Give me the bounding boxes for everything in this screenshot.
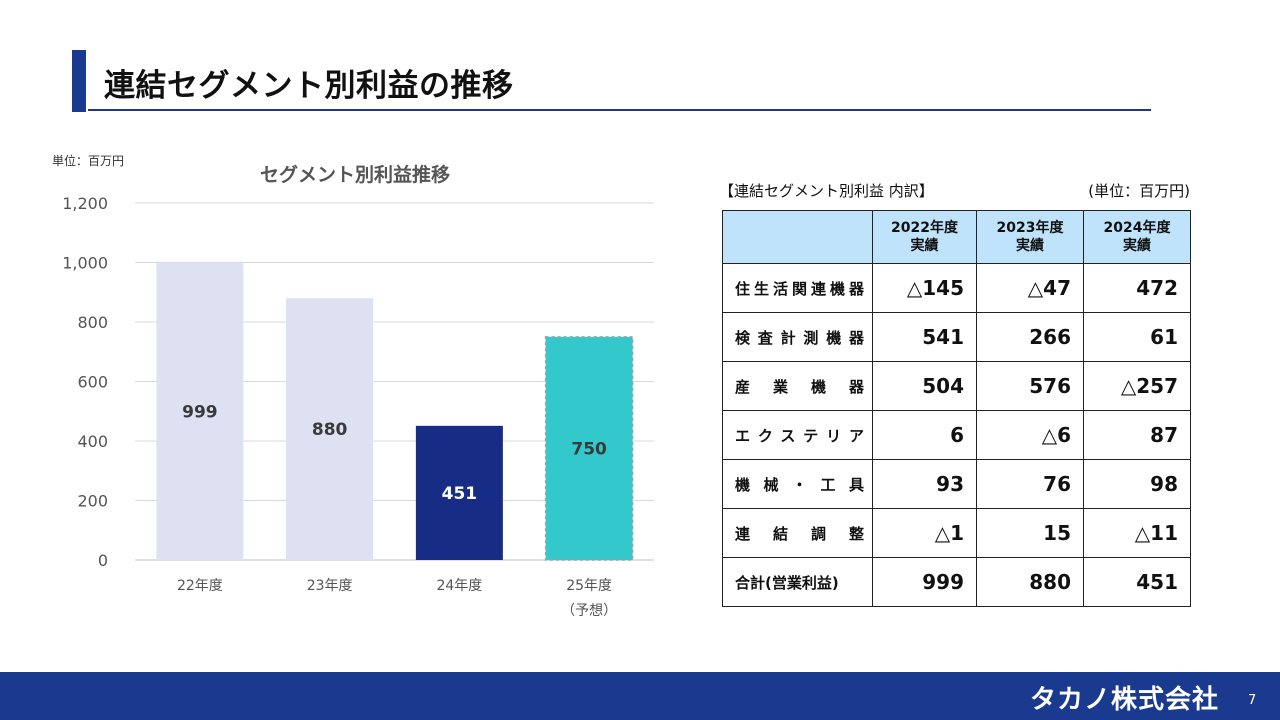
y-tick-label: 800 (77, 313, 108, 332)
y-tick-label: 200 (77, 492, 108, 511)
cell-value: 15 (976, 508, 1084, 558)
data-label: 451 (442, 484, 478, 504)
bar (415, 425, 503, 560)
cell-value: △1 (872, 508, 977, 558)
cell-value: △145 (872, 263, 977, 313)
title-underline (88, 109, 1151, 111)
cell-value: 61 (1083, 312, 1191, 362)
cell-value: △6 (976, 410, 1084, 460)
header-2024: 2024年度 実績 (1083, 210, 1191, 264)
page-number: 7 (1248, 693, 1257, 708)
header-blank (722, 210, 873, 264)
cell-value: 999 (872, 557, 977, 607)
cell-value: 880 (976, 557, 1084, 607)
cell-value: 266 (976, 312, 1084, 362)
x-tick-label: 24年度 (436, 578, 482, 594)
row-label: エクステリア (722, 410, 873, 460)
table-row: 連結調整 △1 15 △11 (722, 508, 1191, 558)
bar (544, 336, 634, 561)
bar (286, 298, 374, 560)
chart-unit-label: 単位：百万円 (52, 154, 125, 168)
x-tick-note: （予想） (561, 603, 617, 619)
cell-value: 6 (872, 410, 977, 460)
header-kind: 実績 (1016, 238, 1044, 254)
table-header-row: 2022年度 実績 2023年度 実績 2024年度 実績 (722, 210, 1191, 264)
table-row: 産業機器 504 576 △257 (722, 361, 1191, 411)
y-tick-label: 0 (98, 551, 108, 570)
table-row: 機械・工具 93 76 98 (722, 459, 1191, 509)
data-label: 999 (182, 402, 218, 422)
x-tick-label: 22年度 (177, 578, 223, 594)
header-kind: 実績 (1123, 238, 1151, 254)
bar (156, 262, 244, 560)
row-label: 連結調整 (722, 508, 873, 558)
cell-value: 98 (1083, 459, 1191, 509)
table-row-total: 合計(営業利益) 999 880 451 (722, 557, 1191, 607)
x-tick-label: 25年度 (566, 578, 612, 594)
header-year: 2023年度 (996, 220, 1064, 236)
cell-value: △257 (1083, 361, 1191, 411)
footer-bar (0, 672, 1280, 720)
page-title: 連結セグメント別利益の推移 (104, 68, 514, 104)
cell-value: 504 (872, 361, 977, 411)
segment-profit-bar-chart: 0 200 400 600 800 1,000 1,200 999 22年度 880 23年度 451… (62, 194, 654, 619)
cell-value: 93 (872, 459, 977, 509)
row-label: 住生活関連機器 (722, 263, 873, 313)
header-2022: 2022年度 実績 (872, 210, 977, 264)
y-tick-label: 1,000 (62, 254, 108, 273)
company-logo-text: タカノ株式会社 (1030, 685, 1220, 715)
x-tick-label: 23年度 (307, 578, 353, 594)
y-tick-label: 400 (77, 432, 108, 451)
title-accent-bar (72, 50, 86, 112)
table-row: 住生活関連機器 △145 △47 472 (722, 263, 1191, 313)
segment-profit-table: 2022年度 実績 2023年度 実績 2024年度 実績 住生活関連機器 △145 … (722, 210, 1191, 607)
cell-value: △11 (1083, 508, 1191, 558)
row-label: 機械・工具 (722, 459, 873, 509)
chart-title: セグメント別利益推移 (259, 164, 450, 186)
header-year: 2024年度 (1103, 220, 1171, 236)
table-unit-label: (単位：百万円) (1088, 182, 1190, 200)
header-year: 2022年度 (891, 220, 958, 236)
table-row: エクステリア 6 △6 87 (722, 410, 1191, 460)
cell-value: 87 (1083, 410, 1191, 460)
data-label: 880 (312, 420, 348, 440)
y-tick-label: 1,200 (62, 194, 108, 213)
cell-value: 541 (872, 312, 977, 362)
header-kind: 実績 (910, 238, 939, 254)
row-label: 産業機器 (722, 361, 873, 411)
data-label: 750 (571, 439, 607, 459)
row-label: 合計(営業利益) (722, 557, 873, 607)
table-row: 検査計測機器 541 266 61 (722, 312, 1191, 362)
cell-value: 451 (1083, 557, 1191, 607)
cell-value: 472 (1083, 263, 1191, 313)
y-tick-label: 600 (77, 373, 108, 392)
row-label: 検査計測機器 (722, 312, 873, 362)
header-2023: 2023年度 実績 (976, 210, 1084, 264)
cell-value: △47 (976, 263, 1084, 313)
table-caption: 【連結セグメント別利益 内訳】 (719, 182, 934, 200)
cell-value: 576 (976, 361, 1084, 411)
cell-value: 76 (976, 459, 1084, 509)
